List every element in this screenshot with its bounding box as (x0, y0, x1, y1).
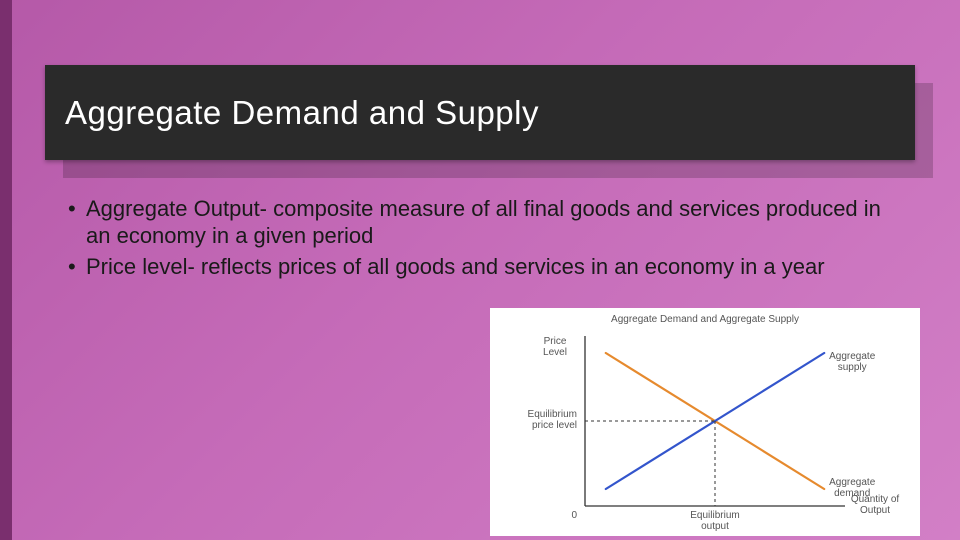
svg-text:Equilibrium: Equilibrium (690, 510, 739, 521)
svg-text:Aggregate: Aggregate (829, 351, 876, 362)
svg-text:Price: Price (544, 336, 567, 347)
svg-text:supply: supply (838, 362, 867, 373)
bullet-item: Aggregate Output- composite measure of a… (68, 196, 900, 250)
title-box: Aggregate Demand and Supply (45, 65, 915, 160)
svg-text:Aggregate: Aggregate (829, 477, 876, 488)
svg-text:Equilibrium: Equilibrium (528, 409, 577, 420)
svg-text:price level: price level (532, 420, 577, 431)
svg-text:demand: demand (834, 488, 870, 499)
chart-title: Aggregate Demand and Aggregate Supply (490, 308, 920, 325)
slide-title: Aggregate Demand and Supply (65, 94, 539, 132)
left-accent-bar (0, 0, 12, 540)
svg-text:output: output (701, 521, 729, 532)
svg-text:Level: Level (543, 347, 567, 358)
bullet-list: Aggregate Output- composite measure of a… (68, 196, 900, 284)
bullet-item: Price level- reflects prices of all good… (68, 254, 900, 281)
svg-text:Output: Output (860, 505, 890, 516)
ad-as-chart: Aggregate Demand and Aggregate Supply Pr… (490, 308, 920, 536)
svg-text:0: 0 (571, 510, 577, 521)
chart-svg: PriceLevelQuantity ofOutput0Equilibriump… (490, 325, 920, 535)
